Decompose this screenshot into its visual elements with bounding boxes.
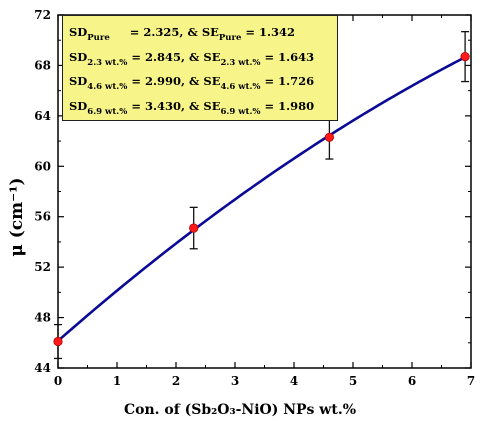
stat-se-label: & SE	[187, 25, 219, 39]
stat-sd-sub: Pure	[87, 33, 110, 43]
x-tick-label: 3	[231, 374, 239, 388]
statistics-line: SD2.3 wt.% = 2.845, & SE2.3 wt.% = 1.643	[69, 45, 331, 70]
x-tick-label: 5	[349, 374, 357, 388]
stat-sd-val: = 3.430,	[131, 98, 185, 113]
stat-se-sub: 2.3 wt.%	[220, 57, 261, 68]
data-point	[189, 223, 199, 233]
y-tick-label: 48	[34, 311, 51, 325]
y-tick-label: 68	[34, 58, 51, 72]
stat-se-sub: Pure	[218, 33, 242, 43]
statistics-line: SD6.9 wt.% = 3.430, & SE6.9 wt.% = 1.980	[69, 94, 331, 119]
x-tick-label: 7	[467, 374, 475, 388]
stat-se-sub: 4.6 wt.%	[220, 82, 261, 92]
stat-sd-val: = 2.325,	[129, 25, 184, 39]
x-tick-label: 6	[408, 374, 416, 388]
stat-sd-label: SD	[69, 25, 88, 39]
stat-se-val: = 1.980	[264, 98, 315, 113]
statistics-line: SD4.6 wt.% = 2.990, & SE4.6 wt.% = 1.726	[69, 69, 331, 94]
y-tick-label: 56	[34, 210, 51, 224]
stat-sd-val: = 2.990,	[131, 74, 185, 88]
data-point	[460, 52, 470, 62]
stat-sd-sub: 4.6 wt.%	[87, 82, 128, 92]
stat-se-val: = 1.643	[264, 49, 315, 64]
x-tick-label: 4	[290, 374, 298, 388]
stat-sd-label: SD	[69, 98, 88, 113]
data-point	[53, 336, 63, 347]
stat-sd-val: = 2.845,	[131, 49, 185, 64]
fit-curve	[57, 56, 466, 342]
stat-se-label: & SE	[189, 98, 221, 113]
y-tick-label: 52	[34, 260, 51, 274]
stat-sd-sub: 2.3 wt.%	[87, 57, 128, 68]
statistics-annotation-box: SDPure = 2.325, & SEPure = 1.342 SD2.3 wt…	[62, 15, 338, 121]
data-point	[324, 132, 334, 142]
y-tick-label: 72	[34, 8, 51, 22]
stat-se-label: & SE	[189, 74, 221, 88]
stat-sd-label: SD	[69, 49, 88, 64]
statistics-line: SDPure = 2.325, & SEPure = 1.342	[69, 20, 331, 45]
stat-se-val: = 1.726	[264, 74, 315, 88]
stat-sd-label: SD	[69, 74, 88, 88]
y-tick-label: 60	[34, 159, 51, 173]
statistics-lines: SDPure = 2.325, & SEPure = 1.342 SD2.3 wt…	[69, 20, 331, 118]
stat-se-val: = 1.342	[245, 25, 296, 39]
stat-sd-sub: 6.9 wt.%	[87, 106, 128, 117]
stat-se-label: & SE	[189, 49, 221, 64]
x-tick-label: 0	[54, 374, 62, 388]
x-tick-label: 1	[113, 374, 121, 388]
series-layer	[53, 30, 470, 360]
y-tick-label: 44	[34, 361, 51, 375]
y-axis-label: μ (cm⁻¹)	[7, 177, 27, 256]
y-tick-label: 64	[34, 109, 51, 123]
stat-se-sub: 6.9 wt.%	[220, 106, 261, 117]
x-axis-label: Con. of (Sb₂O₃-NiO) NPs wt.%	[124, 402, 356, 418]
x-tick-label: 2	[172, 374, 180, 388]
